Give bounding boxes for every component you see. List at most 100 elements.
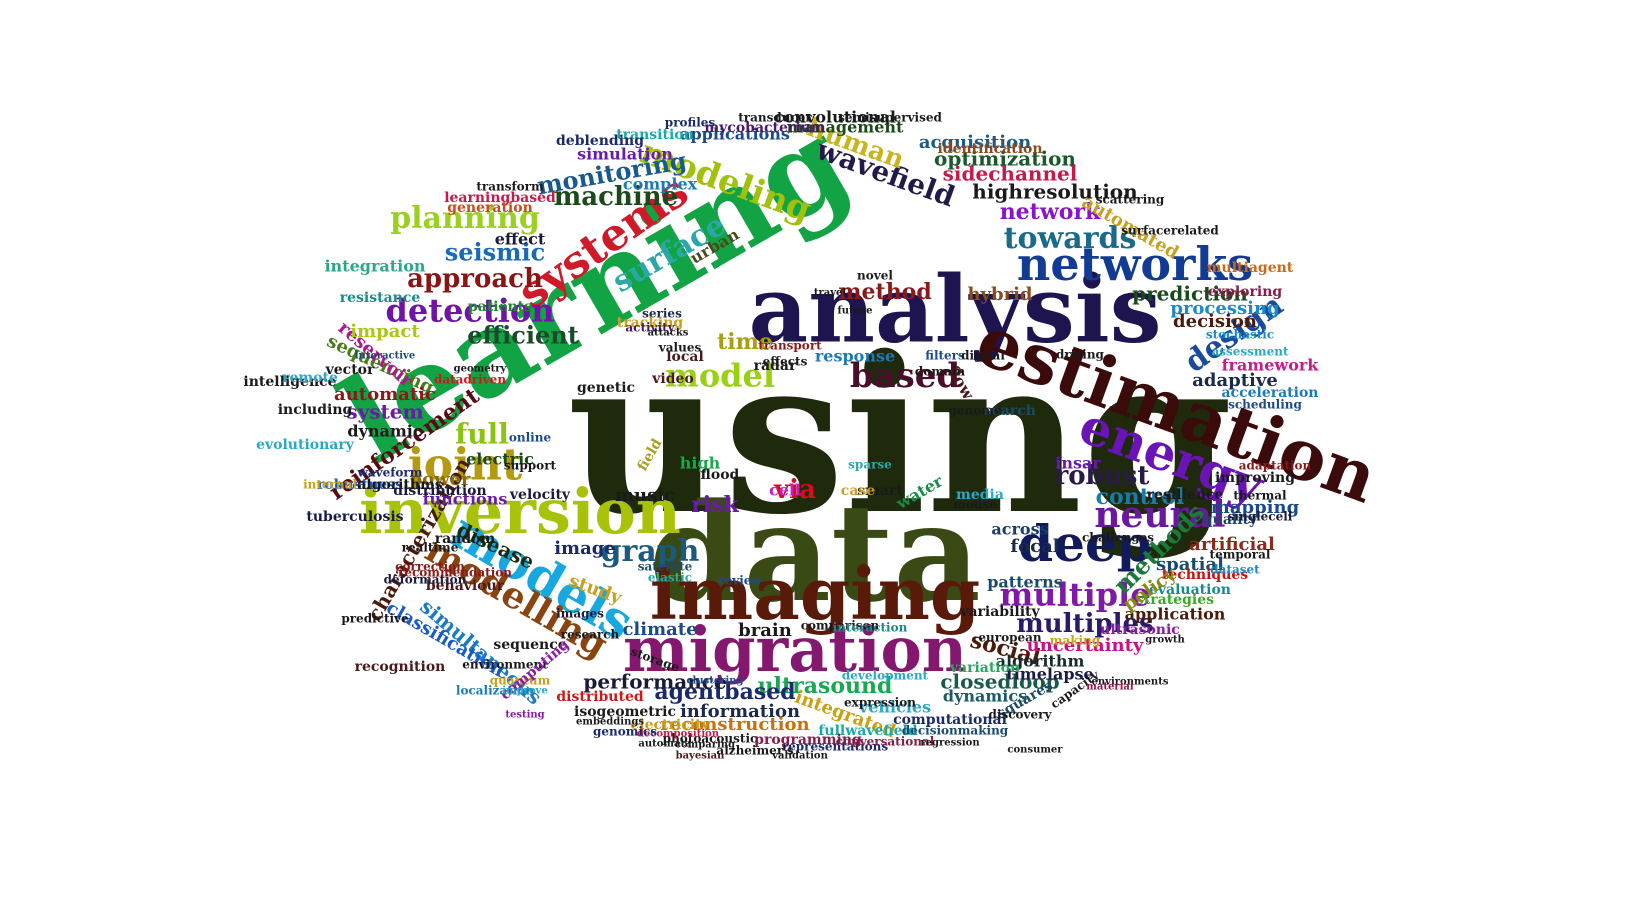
word-alzheimer-s: alzheimer's xyxy=(716,744,793,758)
word-online: online xyxy=(509,431,552,445)
word-deformation: deformation xyxy=(384,573,467,587)
word-multiple: multiple xyxy=(999,576,1150,614)
word-representations: representations xyxy=(782,740,889,754)
word-music: music xyxy=(615,485,675,506)
word-dynamics: dynamics xyxy=(943,687,1027,706)
word-automatic: automatic xyxy=(334,384,436,405)
word-interactive: interactive xyxy=(355,351,415,362)
word-patterns: patterns xyxy=(987,573,1063,592)
word-closedloop: closedloop xyxy=(940,670,1059,694)
word-planning: planning xyxy=(390,201,540,236)
word-time: time xyxy=(717,329,773,355)
word-evaluation: evaluation xyxy=(1149,582,1231,598)
word-acquisition: acquisition xyxy=(919,132,1031,153)
word-graph: graph xyxy=(600,534,699,569)
word-recognition: recognition xyxy=(355,659,446,675)
word-variation: variation xyxy=(949,660,1020,676)
word-imaging: imaging xyxy=(650,551,981,636)
word-transform: transform xyxy=(476,180,544,194)
word-environments: environments xyxy=(1092,677,1169,688)
word-internal: internal xyxy=(303,478,357,492)
word-flood: flood xyxy=(701,467,740,483)
word-prediction: prediction xyxy=(1132,282,1248,306)
word-testing: testing xyxy=(505,710,544,721)
word-validation: validation xyxy=(771,751,828,762)
word-performance: performance xyxy=(583,670,726,694)
word-behaviour: behaviour xyxy=(426,578,505,594)
word-ultrasonic: ultrasonic xyxy=(1100,622,1180,638)
word-adaptive: adaptive xyxy=(1192,370,1278,391)
word-tuberculosis: tuberculosis xyxy=(306,509,403,525)
word-robust: robust xyxy=(1055,461,1150,491)
word-localization: localization xyxy=(456,684,534,698)
word-future: future xyxy=(837,306,872,317)
word-impact: impact xyxy=(350,321,420,342)
word-method: method xyxy=(838,279,932,305)
word-fullwavefield: fullwavefield xyxy=(818,723,917,739)
word-application: application xyxy=(1125,605,1226,624)
word-digital: digital xyxy=(961,349,1005,363)
word-vector: vector xyxy=(325,362,375,378)
word-efficient: efficient xyxy=(467,321,579,350)
word-transducer: transducer xyxy=(738,111,812,125)
word-random: random xyxy=(435,531,496,547)
word-photoacoustic: photoacoustic xyxy=(663,732,758,746)
word-semisupervised: semisupervised xyxy=(838,111,942,125)
word-remote: remote xyxy=(282,370,338,386)
word-transport: transport xyxy=(758,339,822,353)
word-distributed: distributed xyxy=(556,689,643,705)
word-bayesian: bayesian xyxy=(676,751,726,762)
word-multiples: multiples xyxy=(1016,609,1153,639)
word-hybrid: hybrid xyxy=(967,284,1032,305)
word-scattering: scattering xyxy=(1096,193,1165,207)
word-decomposition: decomposition xyxy=(637,729,720,740)
word-computational: computational xyxy=(893,712,1007,728)
word-elastic: elastic xyxy=(648,571,692,585)
word-embeddings: embeddings xyxy=(576,717,644,728)
word-algorithms: algorithms xyxy=(357,477,443,493)
word-insar: insar xyxy=(1055,454,1101,473)
word-applications: applications xyxy=(680,125,790,144)
word-genome: genome xyxy=(948,404,1001,418)
word-vehicles: vehicles xyxy=(858,698,931,717)
word-case: case xyxy=(841,483,875,499)
word-geometry: geometry xyxy=(454,364,508,375)
word-attacks: attacks xyxy=(648,328,689,339)
word-resilience: resilience xyxy=(1147,487,1224,503)
word-model: model xyxy=(665,357,775,395)
word-improve: improve xyxy=(502,686,547,697)
word-genetic: genetic xyxy=(577,380,635,396)
word-control: control xyxy=(1096,484,1185,510)
word-towards: towards xyxy=(1004,221,1137,256)
word-search: search xyxy=(984,403,1036,419)
word-inversion: inversion xyxy=(359,475,681,548)
word-decisionmaking: decisionmaking xyxy=(902,724,1009,738)
word-mapping: mapping xyxy=(1211,497,1300,518)
word-decision: decision xyxy=(1173,311,1257,332)
word-learningbased: learningbased xyxy=(444,190,556,206)
word-images: images xyxy=(556,607,604,621)
word-climate: climate xyxy=(622,619,697,640)
word-reconstruction: reconstruction xyxy=(660,714,809,735)
word-neural: neural xyxy=(1094,494,1225,536)
word-support: support xyxy=(504,459,557,473)
word-across: across xyxy=(991,520,1048,539)
word-expression: expression xyxy=(844,696,916,710)
word-values: values xyxy=(658,341,702,355)
word-network: network xyxy=(1000,199,1101,225)
word-full: full xyxy=(455,418,509,451)
word-processing: processing xyxy=(1170,298,1280,319)
word-comparison: comparison xyxy=(801,619,880,633)
word-algorithm: algorithm xyxy=(996,652,1085,671)
word-novel: novel xyxy=(857,269,893,283)
word-risk: risk xyxy=(691,492,739,518)
word-material: material xyxy=(1086,682,1134,693)
word-programming: programming xyxy=(754,732,862,748)
word-quantum: quantum xyxy=(490,674,551,688)
word-distribution: distribution xyxy=(393,483,486,499)
word-clustering: clustering xyxy=(686,676,743,687)
word-improving: improving xyxy=(1215,470,1295,486)
word-smart: smart xyxy=(857,483,903,499)
word-exploring: exploring xyxy=(1208,284,1283,300)
